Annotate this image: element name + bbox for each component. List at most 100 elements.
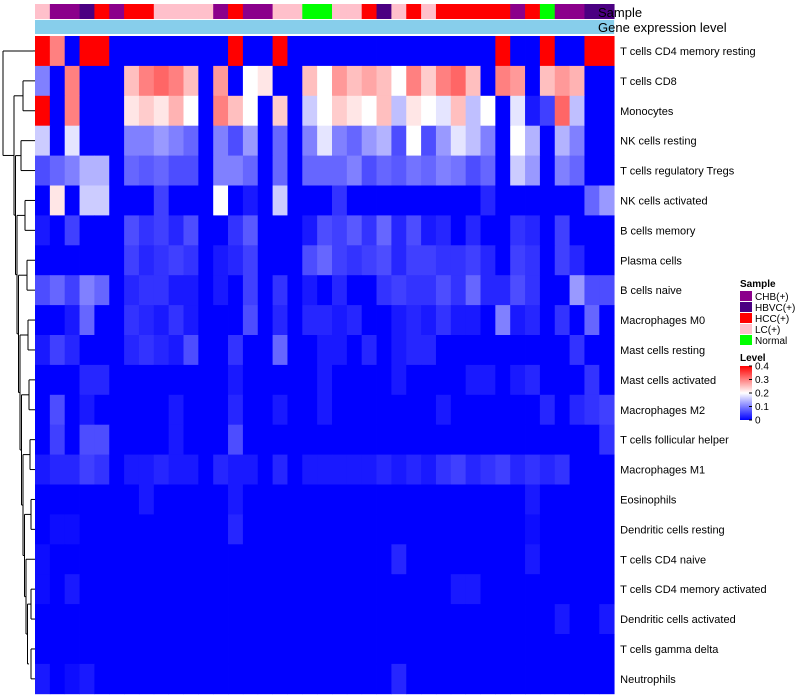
heatmap-cell	[480, 36, 496, 67]
heatmap-cell	[435, 215, 452, 246]
heatmap-cell	[525, 604, 541, 635]
heatmap-cell	[228, 574, 244, 605]
heatmap-cell	[465, 155, 481, 186]
heatmap-cell	[450, 65, 467, 97]
heatmap-cell	[124, 125, 140, 156]
heatmap-cell	[391, 364, 407, 396]
heatmap-cell	[361, 95, 377, 127]
heatmap-cell	[346, 36, 363, 67]
heatmap-cell	[569, 394, 585, 426]
heatmap-cell	[391, 663, 407, 695]
heatmap-cell	[198, 335, 214, 366]
heatmap-cell	[242, 335, 259, 366]
heatmap-cell	[64, 335, 80, 366]
heatmap-cell	[332, 364, 348, 396]
sample-annotation-cell	[361, 4, 377, 19]
heatmap-cell	[198, 155, 214, 186]
heatmap-cell	[272, 125, 288, 156]
sample-annotation-cell	[79, 4, 95, 19]
heatmap-cell	[317, 36, 333, 67]
heatmap-cell	[94, 604, 110, 635]
heatmap-cell	[287, 125, 303, 156]
heatmap-cell	[228, 335, 244, 366]
heatmap-cell	[138, 544, 155, 575]
heatmap-cell	[346, 604, 363, 635]
heatmap-cell	[584, 185, 600, 216]
heatmap-cell	[228, 245, 244, 276]
heatmap-cell	[317, 604, 333, 635]
heatmap-cell	[242, 275, 259, 306]
heatmap-cell	[480, 394, 496, 426]
heatmap-cell	[49, 663, 66, 695]
heatmap-cell	[64, 245, 80, 276]
heatmap-cell	[153, 484, 170, 515]
heatmap-cell	[539, 484, 556, 515]
heatmap-cell	[94, 36, 110, 67]
heatmap-cell	[228, 275, 244, 306]
heatmap-cell	[376, 125, 392, 156]
heatmap-cell	[272, 634, 288, 665]
heatmap-cell	[109, 305, 125, 336]
heatmap-cell	[94, 215, 110, 246]
heatmap-cell	[465, 125, 481, 156]
heatmap-cell	[554, 125, 570, 156]
heatmap-cell	[480, 245, 496, 276]
heatmap-cell	[450, 185, 467, 216]
heatmap-cell	[332, 185, 348, 216]
heatmap-cell	[539, 394, 556, 426]
heatmap-cell	[35, 574, 51, 605]
row-label: Macrophages M1	[620, 465, 705, 477]
sample-legend-label: Normal	[755, 336, 787, 347]
heatmap-cell	[35, 65, 51, 97]
heatmap-cell	[183, 185, 199, 216]
heatmap-cell	[554, 275, 570, 306]
heatmap-cell	[213, 394, 229, 426]
heatmap-cell	[332, 95, 348, 127]
heatmap-cell	[242, 245, 259, 276]
heatmap-cell	[79, 663, 95, 695]
heatmap-cell	[450, 514, 467, 545]
heatmap-cell	[257, 215, 273, 246]
heatmap-cell	[79, 484, 95, 515]
heatmap-cell	[361, 544, 377, 575]
heatmap-cell	[599, 155, 615, 186]
heatmap-cell	[406, 155, 422, 186]
heatmap-cell	[510, 36, 526, 67]
heatmap-cell	[599, 484, 615, 515]
heatmap-cell	[599, 125, 615, 156]
heatmap-cell	[435, 544, 452, 575]
sample-legend-swatch	[740, 302, 752, 312]
sample-annotation-cell	[168, 4, 184, 19]
heatmap-cell	[599, 454, 615, 485]
heatmap-cell	[465, 604, 481, 635]
heatmap-cell	[94, 155, 110, 186]
heatmap-cell	[228, 634, 244, 665]
heatmap-cell	[539, 36, 556, 67]
heatmap-cell	[79, 305, 95, 336]
heatmap-cell	[49, 275, 66, 306]
heatmap-cell	[435, 125, 452, 156]
heatmap-cell	[361, 574, 377, 605]
heatmap-cell	[435, 245, 452, 276]
heatmap-cell	[435, 394, 452, 426]
heatmap-cell	[168, 275, 184, 306]
heatmap-cell	[332, 125, 348, 156]
heatmap-cell	[198, 454, 214, 485]
heatmap-cell	[49, 335, 66, 366]
heatmap-cell	[94, 185, 110, 216]
heatmap-cell	[79, 155, 95, 186]
sample-annotation-cell	[272, 4, 288, 19]
expression-annotation-bar	[35, 20, 615, 34]
heatmap-cell	[153, 604, 170, 635]
heatmap-cell	[198, 65, 214, 97]
heatmap-cell	[554, 484, 570, 515]
heatmap-cell	[228, 36, 244, 67]
heatmap-cell	[317, 155, 333, 186]
heatmap-cell	[346, 544, 363, 575]
heatmap-cell	[213, 185, 229, 216]
heatmap-cell	[138, 604, 155, 635]
heatmap-cell	[510, 215, 526, 246]
heatmap-cell	[272, 36, 288, 67]
sample-annotation-cell	[554, 4, 570, 19]
heatmap-cell	[213, 305, 229, 336]
